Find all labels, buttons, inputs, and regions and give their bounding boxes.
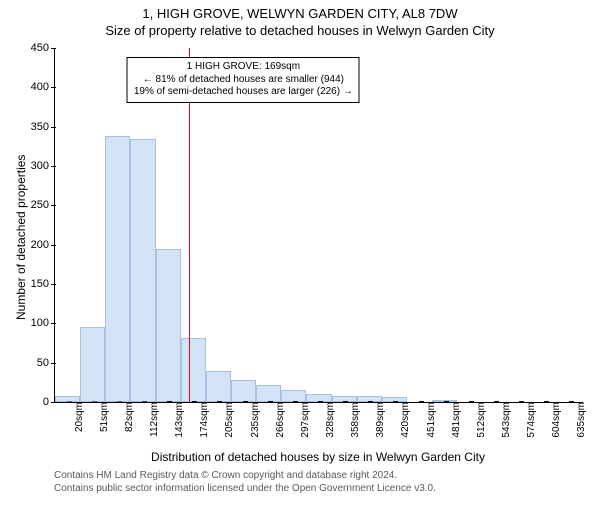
histogram-bar <box>206 371 231 402</box>
x-tick: 481sqm <box>445 402 462 438</box>
y-tick: 250 <box>31 199 55 211</box>
y-axis-label: Number of detached properties <box>14 155 28 320</box>
footer-attribution: Contains HM Land Registry data © Crown c… <box>54 470 436 495</box>
y-tick: 50 <box>37 357 55 369</box>
histogram-bar <box>105 136 130 402</box>
x-tick: 266sqm <box>269 402 286 438</box>
y-tick: 350 <box>31 121 55 133</box>
x-tick: 512sqm <box>470 402 487 438</box>
y-tick: 450 <box>31 42 55 54</box>
x-tick: 358sqm <box>344 402 361 438</box>
histogram-bar <box>231 380 256 402</box>
x-tick: 389sqm <box>369 402 386 438</box>
x-tick: 328sqm <box>319 402 336 438</box>
histogram-bar <box>256 385 281 402</box>
y-tick: 0 <box>43 396 55 408</box>
annotation-line: 1 HIGH GROVE: 169sqm <box>134 61 353 74</box>
x-tick: 205sqm <box>218 402 235 438</box>
x-tick: 604sqm <box>545 402 562 438</box>
y-tick: 150 <box>31 278 55 290</box>
annotation-box: 1 HIGH GROVE: 169sqm← 81% of detached ho… <box>127 57 360 103</box>
x-tick: 635sqm <box>570 402 587 438</box>
x-tick: 143sqm <box>168 402 185 438</box>
x-tick: 174sqm <box>193 402 210 438</box>
x-tick: 297sqm <box>294 402 311 438</box>
x-tick: 420sqm <box>394 402 411 438</box>
x-tick: 51sqm <box>93 402 110 432</box>
histogram-bar <box>130 139 155 402</box>
annotation-line: 19% of semi-detached houses are larger (… <box>134 86 353 99</box>
histogram-bar <box>156 249 181 402</box>
x-tick: 451sqm <box>420 402 437 438</box>
x-tick: 574sqm <box>520 402 537 438</box>
x-tick: 235sqm <box>244 402 261 438</box>
histogram-plot: 05010015020025030035040045020sqm51sqm82s… <box>54 48 583 403</box>
x-tick: 112sqm <box>143 402 160 437</box>
y-tick: 200 <box>31 239 55 251</box>
y-tick: 100 <box>31 317 55 329</box>
histogram-bar <box>281 390 306 402</box>
histogram-bar <box>181 338 206 403</box>
histogram-bar <box>80 327 105 402</box>
x-axis-label: Distribution of detached houses by size … <box>151 450 485 464</box>
footer-line-1: Contains HM Land Registry data © Crown c… <box>54 470 436 483</box>
y-tick: 400 <box>31 81 55 93</box>
y-tick: 300 <box>31 160 55 172</box>
x-tick: 82sqm <box>118 402 135 432</box>
annotation-line: ← 81% of detached houses are smaller (94… <box>134 74 353 87</box>
x-tick: 20sqm <box>68 402 85 432</box>
footer-line-2: Contains public sector information licen… <box>54 483 436 496</box>
page-title-1: 1, HIGH GROVE, WELWYN GARDEN CITY, AL8 7… <box>0 6 600 21</box>
x-tick: 543sqm <box>495 402 512 438</box>
page-title-2: Size of property relative to detached ho… <box>0 23 600 38</box>
